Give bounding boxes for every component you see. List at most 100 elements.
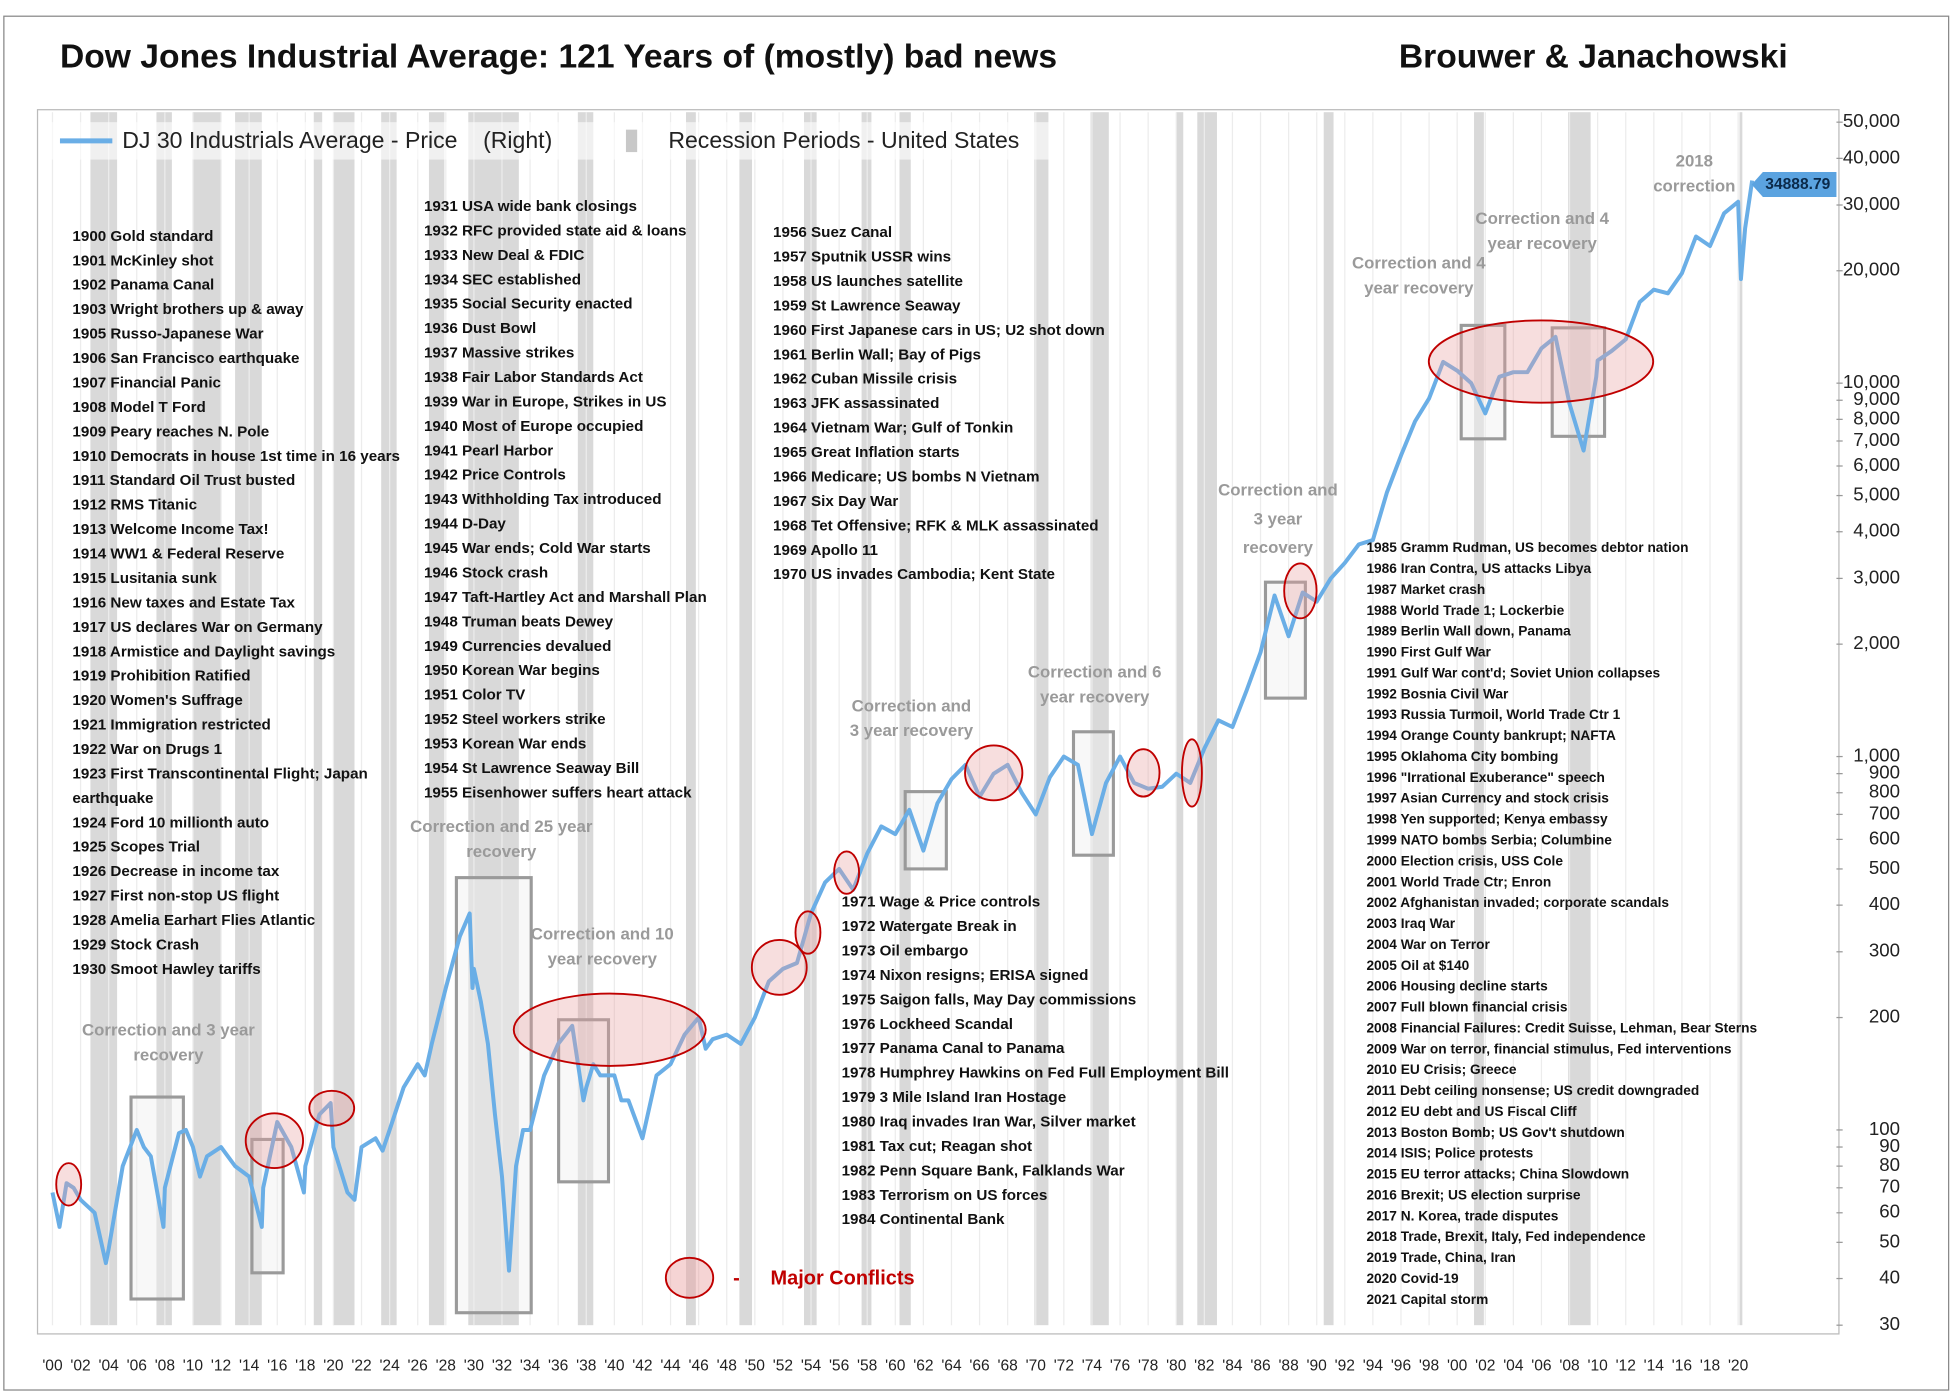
x-tick-label: '08 xyxy=(1559,1357,1579,1374)
event-label: 1943 Withholding Tax introduced xyxy=(424,491,662,508)
x-tick-label: '84 xyxy=(1222,1357,1243,1374)
event-label: 1905 Russo-Japanese War xyxy=(72,326,263,343)
recession-bar xyxy=(313,112,323,1326)
correction-label: year recovery xyxy=(1488,234,1598,253)
x-tick-label: '54 xyxy=(801,1357,822,1374)
legend-bg xyxy=(49,122,1060,160)
event-label: 1900 Gold standard xyxy=(72,228,213,245)
x-tick-label: '60 xyxy=(885,1357,906,1374)
plot-frame xyxy=(36,109,1840,1335)
recession-bar xyxy=(192,112,222,1326)
correction-box xyxy=(1071,730,1115,857)
x-tick-label: '34 xyxy=(520,1357,541,1374)
conflict-ellipse xyxy=(964,744,1024,802)
recession-bar xyxy=(468,112,519,1326)
event-label: 1937 Massive strikes xyxy=(424,345,574,362)
x-tick-label: '14 xyxy=(239,1357,260,1374)
y-tick-label: 1,000 xyxy=(1853,744,1900,765)
price-line xyxy=(50,180,1755,1273)
event-label: 1920 Women's Suffrage xyxy=(72,692,242,709)
outer-frame xyxy=(3,15,1950,1391)
event-label: 1955 Eisenhower suffers heart attack xyxy=(424,784,692,801)
x-tick-label: '42 xyxy=(632,1357,652,1374)
event-label: 1967 Six Day War xyxy=(773,493,898,510)
event-label: 1983 Terrorism on US forces xyxy=(842,1187,1048,1204)
event-label: 1965 Great Inflation starts xyxy=(773,444,960,461)
correction-label: recovery xyxy=(466,842,537,861)
x-tick-label: '10 xyxy=(183,1357,204,1374)
event-label: 1942 Price Controls xyxy=(424,467,566,484)
event-label: 1938 Fair Labor Standards Act xyxy=(424,369,643,386)
correction-label: Correction and xyxy=(852,696,972,715)
chart-author: Brouwer & Janachowski xyxy=(1399,38,1788,75)
note-label: 2018 xyxy=(1676,152,1713,171)
conflict-legend-dash: - xyxy=(733,1267,740,1289)
x-tick-label: '48 xyxy=(717,1357,737,1374)
event-label: 1968 Tet Offensive; RFK & MLK assassinat… xyxy=(773,517,1099,534)
event-label: 1978 Humphrey Hawkins on Fed Full Employ… xyxy=(842,1065,1229,1082)
y-tick-label: 6,000 xyxy=(1853,454,1900,475)
y-tick-label: 10,000 xyxy=(1843,371,1900,392)
x-tick-label: '20 xyxy=(323,1357,344,1374)
conflict-ellipse xyxy=(512,992,707,1067)
event-label: 1939 War in Europe, Strikes in US xyxy=(424,393,667,410)
y-tick-label: 400 xyxy=(1869,893,1900,914)
event-label: 1944 D-Day xyxy=(424,516,506,533)
y-tick-label: 100 xyxy=(1869,1118,1900,1139)
event-label: 1910 Democrats in house 1st time in 16 y… xyxy=(72,448,400,465)
event-label: 1982 Penn Square Bank, Falklands War xyxy=(842,1162,1125,1179)
recession-bar xyxy=(899,112,911,1326)
event-label: 1972 Watergate Break in xyxy=(842,918,1017,935)
recession-bar xyxy=(156,112,172,1326)
event-label: 1912 RMS Titanic xyxy=(72,497,197,514)
event-label: 1986 Iran Contra, US attacks Libya xyxy=(1366,561,1591,576)
event-label: 1932 RFC provided state aid & loans xyxy=(424,222,686,239)
event-label: 1977 Panama Canal to Panama xyxy=(842,1040,1065,1057)
event-label: 1918 Armistice and Daylight savings xyxy=(72,643,335,660)
legend-label: DJ 30 Industrials Average - Price (Right… xyxy=(122,127,552,153)
x-tick-label: '26 xyxy=(408,1357,428,1374)
x-tick-label: '36 xyxy=(548,1357,568,1374)
y-tick-label: 40 xyxy=(1879,1266,1900,1287)
event-label: 1980 Iraq invades Iran War, Silver marke… xyxy=(842,1113,1136,1130)
y-tick-label: 30,000 xyxy=(1843,193,1900,214)
event-label: 1970 US invades Cambodia; Kent State xyxy=(773,566,1055,583)
event-label: 2001 World Trade Ctr; Enron xyxy=(1366,874,1551,889)
x-tick-label: '70 xyxy=(1026,1357,1047,1374)
x-tick-label: '90 xyxy=(1307,1357,1328,1374)
event-label: 1929 Stock Crash xyxy=(72,936,199,953)
event-label: 1954 St Lawrence Seaway Bill xyxy=(424,760,639,777)
x-tick-label: '62 xyxy=(913,1357,933,1374)
event-label: 1993 Russia Turmoil, World Trade Ctr 1 xyxy=(1366,707,1620,722)
x-tick-label: '02 xyxy=(1475,1357,1495,1374)
y-tick-label: 30 xyxy=(1879,1313,1900,1334)
event-label: 2020 Covid-19 xyxy=(1366,1271,1459,1286)
event-label: 1975 Saigon falls, May Day commissions xyxy=(842,991,1137,1008)
x-tick-label: '24 xyxy=(379,1357,400,1374)
note-label: correction xyxy=(1653,176,1735,195)
end-label: 34888.79 xyxy=(1765,176,1830,193)
y-tick-label: 50,000 xyxy=(1843,110,1900,131)
x-tick-label: '00 xyxy=(1447,1357,1468,1374)
x-tick-label: '16 xyxy=(267,1357,287,1374)
event-label: 1987 Market crash xyxy=(1366,582,1485,597)
recession-bar xyxy=(1474,112,1484,1326)
event-label: 1950 Korean War begins xyxy=(424,662,600,679)
x-tick-label: '82 xyxy=(1194,1357,1214,1374)
event-label: 2021 Capital storm xyxy=(1366,1292,1488,1307)
y-tick-label: 500 xyxy=(1869,857,1900,878)
event-label: 1990 First Gulf War xyxy=(1366,645,1491,660)
event-label: 1958 US launches satellite xyxy=(773,273,963,290)
y-tick-label: 50 xyxy=(1879,1230,1900,1251)
event-label: 1903 Wright brothers up & away xyxy=(72,301,304,318)
event-label: 1998 Yen supported; Kenya embassy xyxy=(1366,812,1608,827)
event-label: 2014 ISIS; Police protests xyxy=(1366,1146,1533,1161)
event-label: 2016 Brexit; US election surprise xyxy=(1366,1187,1580,1202)
x-tick-label: '74 xyxy=(1082,1357,1103,1374)
event-label: 2011 Debt ceiling nonsense; US credit do… xyxy=(1366,1083,1699,1098)
event-label: 1906 San Francisco earthquake xyxy=(72,350,299,367)
recession-bar xyxy=(428,112,445,1326)
legend-label: Recession Periods - United States xyxy=(668,127,1019,153)
x-tick-label: '50 xyxy=(745,1357,766,1374)
event-label: 1914 WW1 & Federal Reserve xyxy=(72,546,284,563)
